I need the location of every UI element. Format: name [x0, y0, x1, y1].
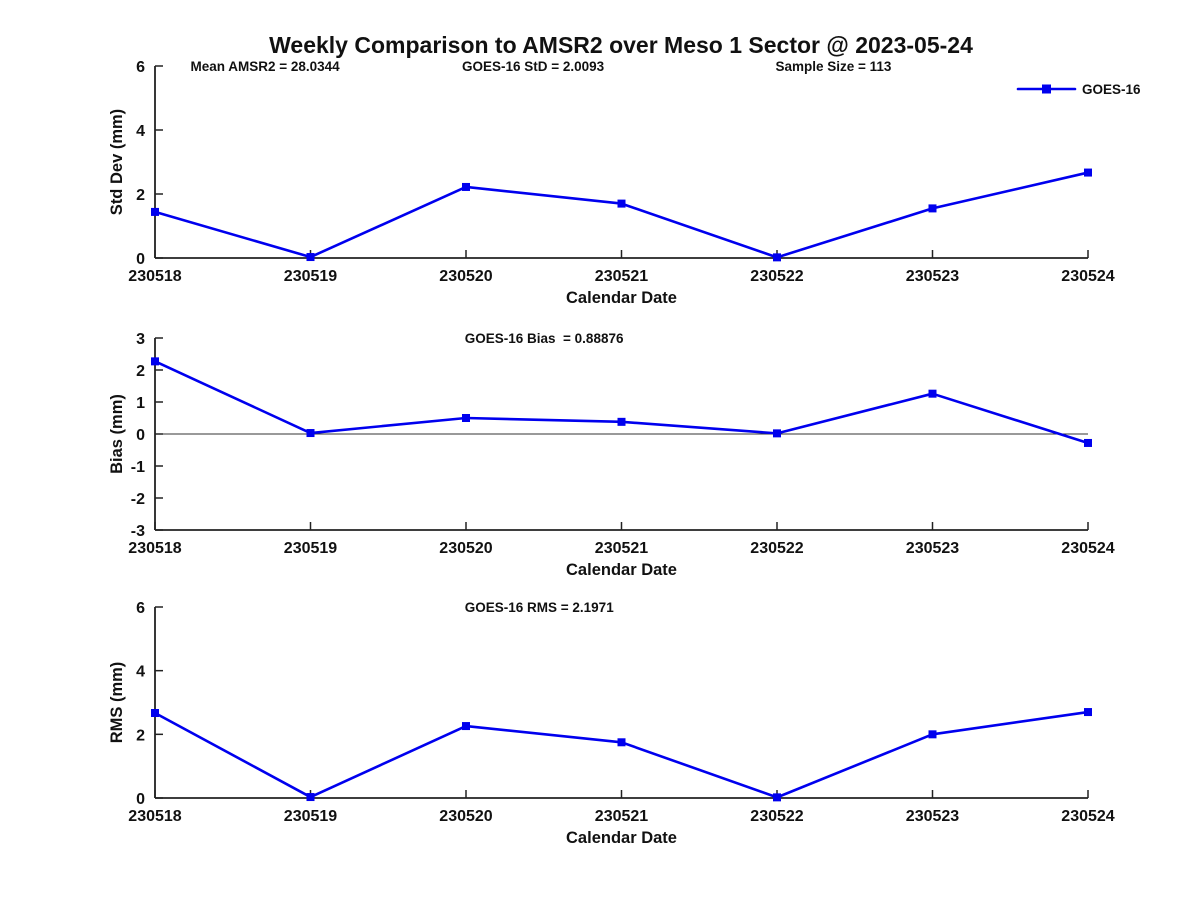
y-tick-label: 6 — [136, 600, 145, 617]
x-tick-label: 230520 — [439, 808, 492, 825]
goes16-marker — [306, 253, 315, 262]
x-tick-label: 230518 — [128, 268, 181, 285]
x-tick-label: 230519 — [284, 268, 337, 285]
goes16-line — [153, 171, 1090, 259]
y-tick-label: 2 — [136, 727, 145, 744]
goes16-marker — [306, 793, 315, 802]
goes16-marker — [617, 417, 626, 426]
y-tick-label: -2 — [131, 491, 145, 508]
figure-title: Weekly Comparison to AMSR2 over Meso 1 S… — [269, 32, 973, 58]
std-dev-chart: 0 2 4 6 230518 230519 230520 230521 230522 230523… — [108, 59, 1141, 307]
x-tick-label: 230519 — [284, 808, 337, 825]
y-tick-label: 0 — [136, 427, 145, 444]
y-axis-label: Std Dev (mm) — [108, 109, 126, 215]
stat-annotation: GOES-16 StD = 2.0093 — [462, 59, 605, 74]
y-tick-label: -3 — [131, 523, 145, 540]
x-tick-label: 230523 — [906, 268, 959, 285]
x-tick-label: 230523 — [906, 540, 959, 557]
goes16-line — [153, 360, 1090, 445]
x-tick-label: 230522 — [750, 540, 803, 557]
y-tick-label: 3 — [136, 331, 145, 348]
goes16-marker — [1084, 168, 1092, 177]
x-tick-label: 230520 — [439, 268, 492, 285]
x-tick-label: 230521 — [595, 268, 648, 285]
x-tick-label: 230522 — [750, 808, 803, 825]
legend-marker — [1042, 84, 1051, 94]
goes16-marker — [1084, 438, 1092, 447]
y-tick-label: 6 — [136, 59, 145, 76]
y-tick-label: 4 — [136, 664, 145, 681]
y-tick-label: 1 — [136, 395, 145, 412]
goes16-marker — [773, 253, 781, 262]
x-tick-label: 230524 — [1061, 540, 1114, 557]
x-tick-label: 230522 — [750, 268, 803, 285]
goes16-marker — [617, 199, 626, 208]
x-axis-label: Calendar Date — [566, 289, 677, 307]
rms-chart: 0 2 4 6 230518 230519 230520 230521 230522 230523… — [108, 600, 1115, 847]
x-axis-label: Calendar Date — [566, 829, 677, 847]
y-tick-label: -1 — [131, 459, 145, 476]
y-axis-label: RMS (mm) — [108, 662, 126, 744]
charts-root: 0 2 4 6 230518 230519 230520 230521 230522 230523… — [108, 59, 1141, 847]
x-tick-label: 230521 — [595, 808, 648, 825]
x-tick-label: 230523 — [906, 808, 959, 825]
stat-annotation: Mean AMSR2 = 28.0344 — [190, 59, 340, 74]
y-tick-label: 2 — [136, 187, 145, 204]
y-axis-label: Bias (mm) — [108, 394, 126, 474]
x-tick-label: 230524 — [1061, 268, 1114, 285]
stat-annotation: GOES-16 Bias = 0.88876 — [465, 331, 624, 346]
goes16-marker — [462, 182, 470, 191]
goes16-marker — [151, 709, 159, 718]
goes16-marker — [617, 738, 626, 747]
goes16-marker — [773, 429, 781, 438]
goes16-marker — [928, 730, 937, 739]
stat-annotation: GOES-16 RMS = 2.1971 — [465, 600, 614, 615]
goes16-marker — [151, 207, 159, 216]
goes16-marker — [306, 429, 315, 438]
y-tick-label: 0 — [136, 251, 145, 268]
goes16-marker — [462, 722, 470, 731]
y-tick-label: 4 — [136, 123, 145, 140]
goes16-line — [153, 710, 1090, 799]
goes16-marker — [928, 389, 937, 398]
x-tick-label: 230520 — [439, 540, 492, 557]
y-tick-label: 0 — [136, 791, 145, 808]
legend: GOES-16 — [1016, 82, 1141, 97]
goes16-marker — [773, 793, 781, 802]
x-tick-label: 230521 — [595, 540, 648, 557]
y-tick-label: 2 — [136, 363, 145, 380]
bias-chart: -3 -2 -1 0 1 2 3 230518 230519 230520 230521 230522… — [108, 331, 1115, 579]
legend-label: GOES-16 — [1082, 82, 1141, 97]
x-tick-label: 230518 — [128, 540, 181, 557]
x-tick-label: 230519 — [284, 540, 337, 557]
x-tick-label: 230524 — [1061, 808, 1114, 825]
stat-annotation: Sample Size = 113 — [775, 59, 891, 74]
x-tick-label: 230518 — [128, 808, 181, 825]
x-axis-label: Calendar Date — [566, 561, 677, 579]
goes16-marker — [462, 414, 470, 422]
goes16-marker — [151, 357, 159, 366]
goes16-marker — [928, 204, 937, 213]
goes16-marker — [1084, 708, 1092, 717]
